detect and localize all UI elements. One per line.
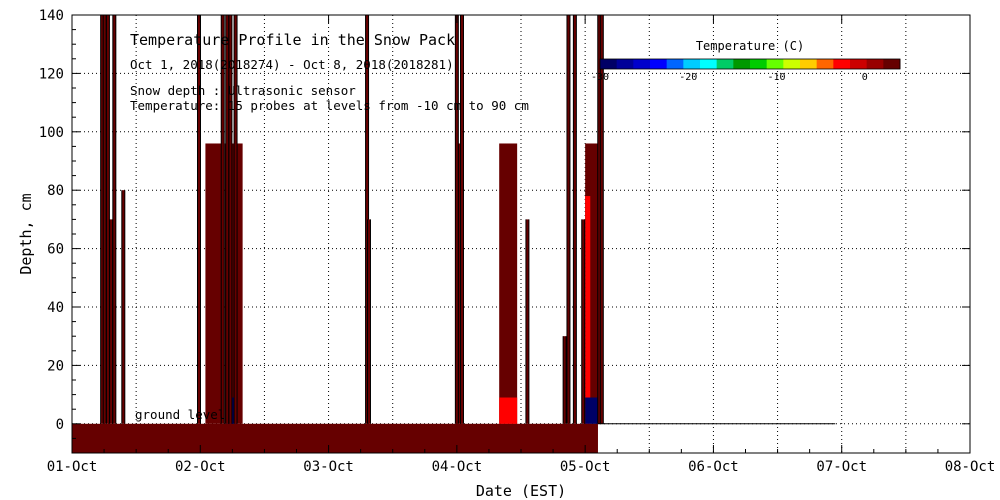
spike-column xyxy=(228,15,232,424)
colorbar-tick-label: -20 xyxy=(679,72,697,83)
spike-column xyxy=(197,15,201,424)
spike-column xyxy=(600,15,604,424)
colorbar-swatch xyxy=(850,59,868,69)
colorbar-swatch xyxy=(816,59,834,69)
colorbar-swatch xyxy=(650,59,668,69)
colorbar-tick-label: -30 xyxy=(591,72,609,83)
info-line-1: Snow depth : Ultrasonic sensor xyxy=(130,83,356,98)
spike-column xyxy=(573,15,577,424)
spike-column xyxy=(106,15,110,424)
x-axis-label: Date (EST) xyxy=(476,482,566,500)
profile-column xyxy=(585,196,591,424)
colorbar-swatch xyxy=(600,59,618,69)
ground-level-label: ground level xyxy=(135,407,225,422)
colorbar-swatch xyxy=(733,59,751,69)
colorbar-swatch xyxy=(683,59,701,69)
x-tick-label: 02-Oct xyxy=(175,459,226,475)
info-line-2: Temperature: 15 probes at levels from -1… xyxy=(130,98,529,113)
spike-column xyxy=(221,15,225,424)
profile-column xyxy=(499,397,518,424)
y-tick-label: 0 xyxy=(56,417,64,433)
y-tick-label: 60 xyxy=(47,242,64,258)
axis-ticks: 01-Oct 02-Oct 03-Oct 04-Oct 05-Oct 06-Oct 07-O… xyxy=(39,8,996,475)
colorbar: -30 -20 -10 0 xyxy=(591,58,901,83)
spike-column xyxy=(234,15,238,424)
colorbar-swatch xyxy=(783,59,801,69)
spike-column xyxy=(460,15,464,424)
spike-column xyxy=(566,15,570,424)
spike-column xyxy=(225,15,229,424)
colorbar-swatch xyxy=(716,59,734,69)
y-axis-label: Depth, cm xyxy=(17,193,35,274)
colorbar-swatch xyxy=(750,59,768,69)
colorbar-swatch xyxy=(766,59,784,69)
spike-column xyxy=(525,219,529,424)
profile-column xyxy=(585,397,598,424)
spike-column xyxy=(563,336,567,424)
colorbar-tick-label: -10 xyxy=(767,72,785,83)
x-tick-label: 08-Oct xyxy=(945,459,996,475)
x-tick-label: 06-Oct xyxy=(688,459,739,475)
date-range: Oct 1, 2018(2018274) - Oct 8, 2018(20182… xyxy=(130,57,454,72)
x-tick-label: 03-Oct xyxy=(303,459,354,475)
spike-column xyxy=(581,219,585,424)
chart-title: Temperature Profile in the Snow Pack xyxy=(130,31,455,49)
x-tick-label: 01-Oct xyxy=(47,459,98,475)
spike-column xyxy=(455,15,459,424)
spike-column xyxy=(109,219,113,424)
spike-column xyxy=(100,15,104,424)
colorbar-swatch xyxy=(833,59,851,69)
y-tick-label: 80 xyxy=(47,183,64,199)
colorbar-title: Temperature (C) xyxy=(696,39,804,53)
x-tick-label: 05-Oct xyxy=(560,459,611,475)
profile-column xyxy=(499,143,518,424)
colorbar-swatch xyxy=(633,59,651,69)
y-tick-label: 40 xyxy=(47,300,64,316)
colorbar-swatch xyxy=(700,59,718,69)
spike-columns xyxy=(100,15,604,424)
spike-column xyxy=(103,15,107,424)
ground-band xyxy=(72,423,598,453)
spike-column xyxy=(367,219,371,424)
colorbar-swatch xyxy=(666,59,684,69)
x-tick-label: 04-Oct xyxy=(432,459,483,475)
colorbar-swatch xyxy=(883,59,901,69)
y-tick-label: 140 xyxy=(39,8,64,24)
profile-column xyxy=(205,143,223,424)
y-tick-label: 100 xyxy=(39,125,64,141)
spike-column xyxy=(112,15,116,424)
spike-column xyxy=(121,190,125,424)
colorbar-swatch xyxy=(800,59,818,69)
y-tick-label: 20 xyxy=(47,358,64,374)
spike-column xyxy=(597,15,601,424)
y-tick-label: 120 xyxy=(39,66,64,82)
x-tick-label: 07-Oct xyxy=(816,459,867,475)
colorbar-swatch xyxy=(866,59,884,69)
colorbar-swatch xyxy=(616,59,634,69)
colorbar-tick-label: 0 xyxy=(862,72,868,83)
colorbar-frame xyxy=(599,58,901,70)
